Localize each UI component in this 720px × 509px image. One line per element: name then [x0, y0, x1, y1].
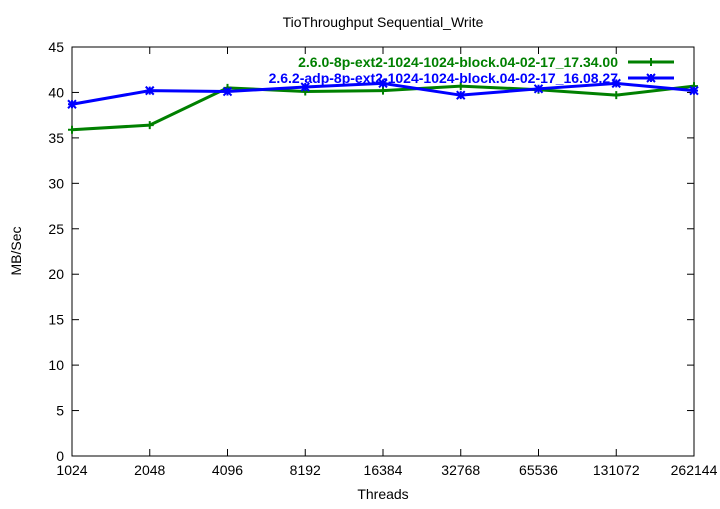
y-tick-label: 10: [48, 357, 64, 373]
y-tick-label: 30: [48, 175, 64, 191]
y-axis-label: MB/Sec: [8, 226, 24, 275]
data-point: [689, 85, 699, 96]
legend-item-1: 2.6.2-adp-8p-ext2-1024-1024-block.04-02-…: [269, 70, 674, 86]
plot-frame: [71, 46, 695, 457]
x-tick-label: 2048: [134, 462, 165, 478]
data-point: [533, 84, 544, 94]
x-tick-label: 65536: [519, 462, 558, 478]
x-tick-label: 16384: [364, 462, 403, 478]
legend-marker: [647, 58, 655, 66]
series-1: [67, 78, 699, 109]
data-point: [379, 86, 387, 95]
x-tick-label: 131072: [593, 462, 640, 478]
data-point: [300, 82, 310, 92]
y-tick-label: 20: [48, 266, 64, 282]
data-point: [222, 86, 233, 97]
data-point: [611, 78, 621, 89]
y-tick-label: 5: [56, 403, 64, 419]
legend-marker: [646, 73, 656, 83]
x-tick-label: 4096: [212, 462, 243, 478]
data-point: [378, 78, 388, 89]
legend-item-0: 2.6.0-8p-ext2-1024-1024-block.04-02-17_1…: [298, 54, 674, 70]
y-tick-label: 0: [56, 448, 64, 464]
data-point: [145, 121, 154, 130]
data-point: [68, 125, 76, 134]
x-tick-label: 262144: [671, 462, 718, 478]
y-tick-label: 40: [48, 84, 64, 100]
legend-label: 2.6.2-adp-8p-ext2-1024-1024-block.04-02-…: [269, 70, 619, 86]
data-point: [145, 85, 155, 96]
data-point: [67, 99, 77, 109]
x-tick-label: 32768: [441, 462, 480, 478]
x-tick-label: 1024: [56, 462, 87, 478]
data-point: [456, 82, 465, 91]
data-point: [612, 91, 621, 100]
y-tick-label: 45: [48, 39, 64, 55]
x-axis-label: Threads: [357, 486, 408, 502]
y-tick-label: 35: [48, 130, 64, 146]
legend-label: 2.6.0-8p-ext2-1024-1024-block.04-02-17_1…: [298, 54, 618, 70]
x-tick-label: 8192: [290, 462, 321, 478]
data-point: [456, 90, 466, 100]
y-tick-label: 15: [48, 312, 64, 328]
y-tick-label: 25: [48, 221, 64, 237]
chart-title: TioThroughput Sequential_Write: [283, 14, 484, 30]
